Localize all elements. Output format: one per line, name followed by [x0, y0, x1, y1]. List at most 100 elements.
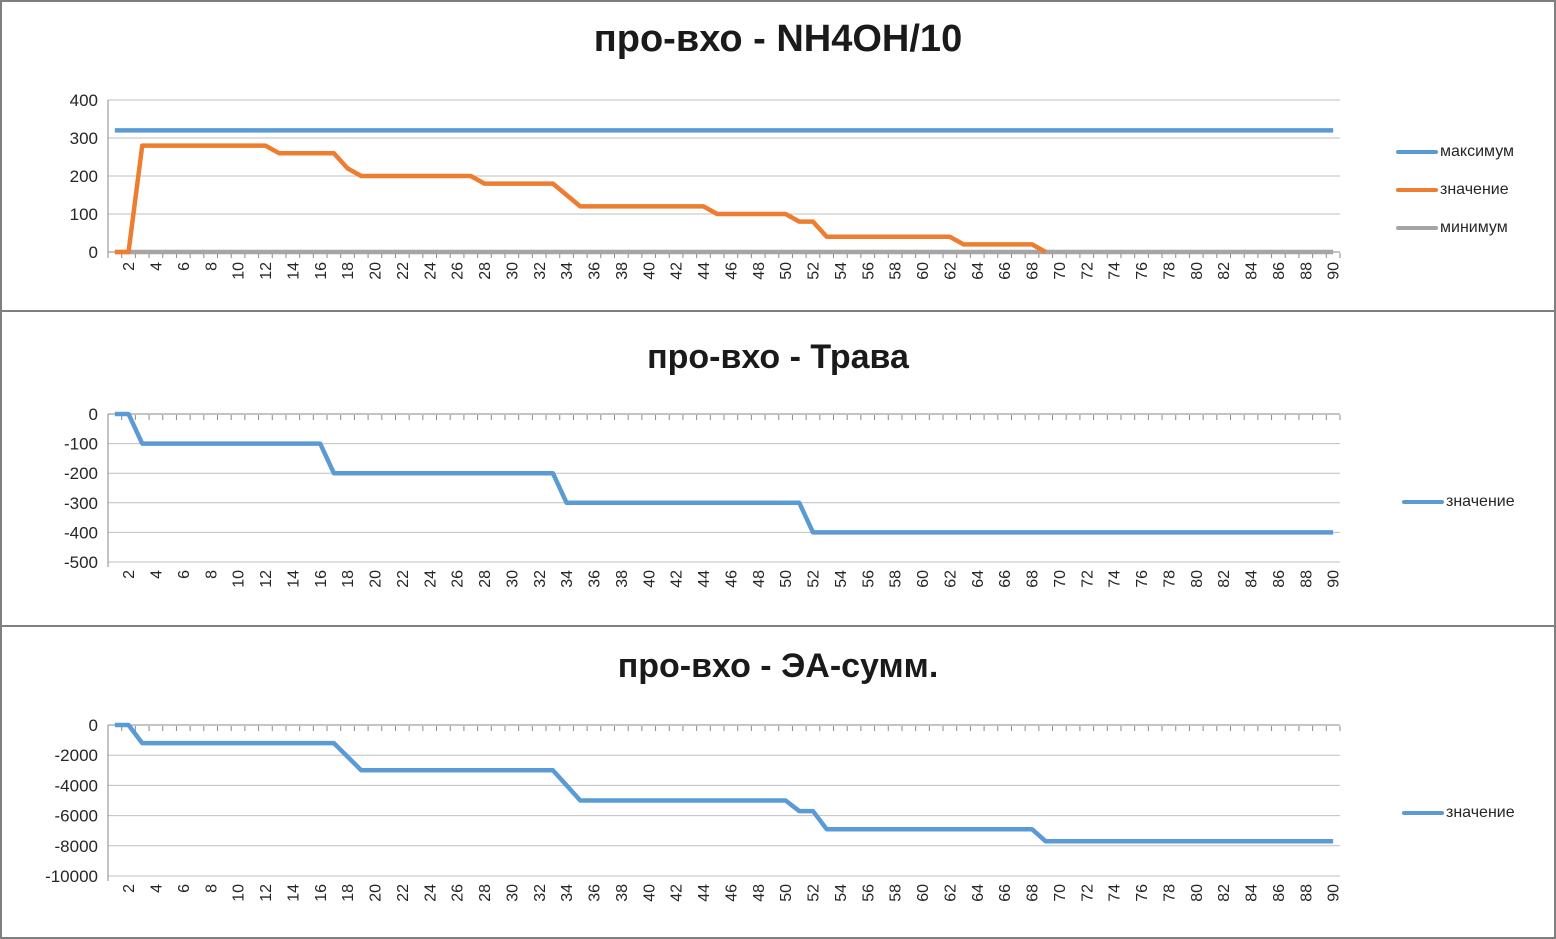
x-tick-label: 54: [833, 884, 850, 902]
x-tick-label: 14: [285, 262, 302, 280]
x-tick-label: 90: [1326, 262, 1343, 280]
x-tick-label: 82: [1216, 570, 1233, 588]
x-tick-label: 30: [504, 884, 521, 902]
legend-line-swatch: [1402, 811, 1444, 815]
y-tick-label: 300: [70, 129, 98, 148]
series-line-значение: [114, 722, 1334, 844]
x-tick-label: 70: [1052, 884, 1069, 902]
x-tick-label: 86: [1271, 884, 1288, 902]
x-tick-label: 88: [1298, 570, 1315, 588]
y-tick-label: -100: [64, 435, 98, 454]
x-tick-label: 30: [504, 262, 521, 280]
legend-label: минимум: [1440, 219, 1508, 236]
x-tick-label: 2: [121, 570, 138, 579]
x-tick-label: 18: [340, 570, 357, 588]
x-tick-label: 26: [450, 262, 467, 280]
x-tick-label: 44: [696, 262, 713, 280]
legend-label: значение: [1446, 493, 1515, 510]
x-tick-label: 32: [532, 884, 549, 902]
legend-line-swatch: [1402, 500, 1444, 504]
x-tick-label: 38: [614, 262, 631, 280]
x-tick-label: 48: [751, 570, 768, 588]
y-tick-label: -500: [64, 553, 98, 572]
x-tick-label: 74: [1107, 570, 1124, 588]
x-tick-label: 54: [833, 570, 850, 588]
x-tick-label: 14: [285, 570, 302, 588]
x-tick-label: 20: [368, 570, 385, 588]
x-tick-label: 16: [313, 262, 330, 280]
x-tick-label: 54: [833, 262, 850, 280]
x-tick-label: 34: [559, 262, 576, 280]
chart-panel-nh4oh: про-вхо - NH4OH/10 0 100 200 300 400 2 4 6 8 10 12…: [2, 2, 1554, 312]
x-tick-label: 6: [176, 884, 193, 893]
y-tick-label: -400: [64, 523, 98, 542]
x-tick-label: 46: [723, 262, 740, 280]
x-tick-label: 88: [1298, 884, 1315, 902]
y-tick-label: 400: [70, 91, 98, 110]
x-tick-label: 6: [176, 262, 193, 271]
x-tick-label: 88: [1298, 262, 1315, 280]
x-tick-label: 2: [121, 262, 138, 271]
x-tick-label: 22: [395, 570, 412, 588]
y-tick-label: -8000: [55, 837, 98, 856]
y-tick-label: -2000: [55, 746, 98, 765]
y-tick-label: 100: [70, 205, 98, 224]
y-tick-label: -4000: [55, 776, 98, 795]
x-tick-label: 20: [368, 262, 385, 280]
x-tick-label: 20: [368, 884, 385, 902]
x-tick-label: 78: [1161, 262, 1178, 280]
x-tick-label: 64: [970, 262, 987, 280]
x-tick-label: 58: [888, 262, 905, 280]
x-tick-label: 48: [751, 884, 768, 902]
legend-item-minimum: минимум: [1396, 218, 1508, 238]
x-tick-label: 50: [778, 884, 795, 902]
x-tick-label: 60: [915, 570, 932, 588]
x-tick-label: 52: [806, 570, 823, 588]
x-tick-label: 8: [203, 262, 220, 271]
x-tick-label: 36: [587, 884, 604, 902]
x-tick-label: 84: [1244, 884, 1261, 902]
x-tick-label: 56: [860, 570, 877, 588]
x-tick-label: 18: [340, 262, 357, 280]
chart-title: про-вхо - ЭА-сумм.: [617, 647, 939, 685]
y-tick-label: -300: [64, 494, 98, 513]
x-tick-label: 42: [669, 884, 686, 902]
x-tick-label: 70: [1052, 262, 1069, 280]
x-tick-label: 16: [313, 570, 330, 588]
x-tick-label: 4: [149, 570, 166, 579]
x-tick-label: 32: [532, 570, 549, 588]
x-tick-label: 26: [450, 570, 467, 588]
series-line-значение: [114, 411, 1334, 535]
x-tick-label: 52: [806, 884, 823, 902]
x-tick-label: 66: [997, 262, 1014, 280]
x-tick-label: 12: [258, 262, 275, 280]
chart-panel-trava: про-вхо - Трава 0 -100 -200 -300 -400 -500 2 4 6…: [2, 312, 1554, 627]
x-tick-label: 14: [285, 884, 302, 902]
x-tick-label: 24: [422, 262, 439, 280]
x-tick-label: 66: [997, 570, 1014, 588]
x-tick-label: 66: [997, 884, 1014, 902]
x-tick-label: 52: [806, 262, 823, 280]
x-tick-label: 76: [1134, 884, 1151, 902]
y-tick-label: 0: [89, 243, 98, 262]
x-tick-label: 80: [1189, 884, 1206, 902]
x-tick-label: 32: [532, 262, 549, 280]
legend-line-swatch: [1396, 226, 1438, 230]
x-tick-label: 82: [1216, 262, 1233, 280]
x-tick-label: 8: [203, 884, 220, 893]
x-tick-label: 78: [1161, 884, 1178, 902]
x-tick-label: 58: [888, 884, 905, 902]
x-tick-label: 10: [231, 884, 248, 902]
x-tick-label: 68: [1025, 884, 1042, 902]
y-tick-label: 0: [89, 716, 98, 735]
x-tick-label: 62: [942, 884, 959, 902]
x-tick-label: 68: [1025, 570, 1042, 588]
x-tick-label: 60: [915, 884, 932, 902]
x-tick-label: 40: [641, 570, 658, 588]
legend-item-value: значение: [1402, 492, 1515, 512]
x-tick-label: 48: [751, 262, 768, 280]
x-tick-label: 10: [231, 570, 248, 588]
x-tick-label: 34: [559, 570, 576, 588]
